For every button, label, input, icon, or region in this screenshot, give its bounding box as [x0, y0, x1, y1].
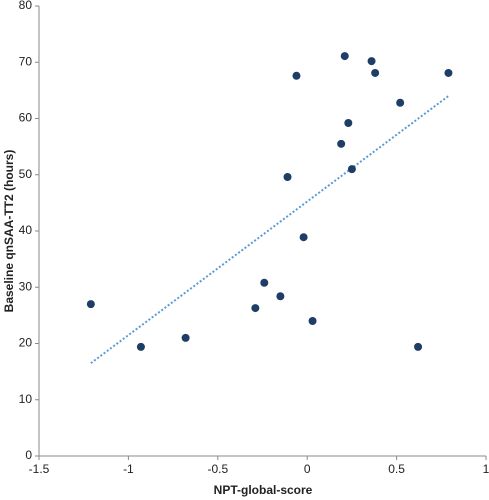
point	[344, 119, 353, 127]
x-tick-label: 1	[483, 462, 489, 476]
y-tick-label: 30	[19, 279, 33, 293]
y-tick-label: 20	[19, 336, 33, 350]
y-tick-label: 50	[19, 167, 33, 181]
x-tick-label: 0	[304, 462, 311, 476]
point	[444, 68, 453, 77]
point	[340, 52, 349, 61]
point	[86, 300, 95, 309]
point	[251, 304, 260, 313]
point	[181, 333, 190, 342]
point	[276, 292, 285, 301]
point	[337, 139, 346, 148]
y-tick-label: 10	[19, 392, 33, 406]
y-tick-label: 70	[19, 54, 33, 68]
x-tick-label: -1	[123, 462, 134, 476]
point	[283, 173, 292, 181]
x-axis-title: NPT-global-score	[214, 483, 313, 497]
point	[371, 68, 380, 77]
x-tick-label: -0.5	[207, 462, 228, 476]
point	[396, 98, 405, 107]
y-tick-label: 0	[25, 448, 32, 462]
point	[299, 233, 308, 242]
point	[347, 165, 356, 174]
x-tick-label: -1.5	[29, 462, 50, 476]
point	[367, 57, 376, 66]
x-tick-label: 0.5	[388, 462, 405, 476]
point	[136, 342, 145, 351]
point	[414, 342, 423, 351]
point	[308, 317, 317, 325]
y-tick-label: 60	[19, 111, 33, 125]
y-tick-label: 40	[19, 223, 33, 237]
trendline	[90, 95, 450, 364]
y-tick-label: 80	[19, 0, 33, 12]
point	[292, 71, 301, 80]
y-axis-title: Baseline qnSAA-TT2 (hours)	[2, 150, 16, 313]
point	[260, 278, 269, 287]
